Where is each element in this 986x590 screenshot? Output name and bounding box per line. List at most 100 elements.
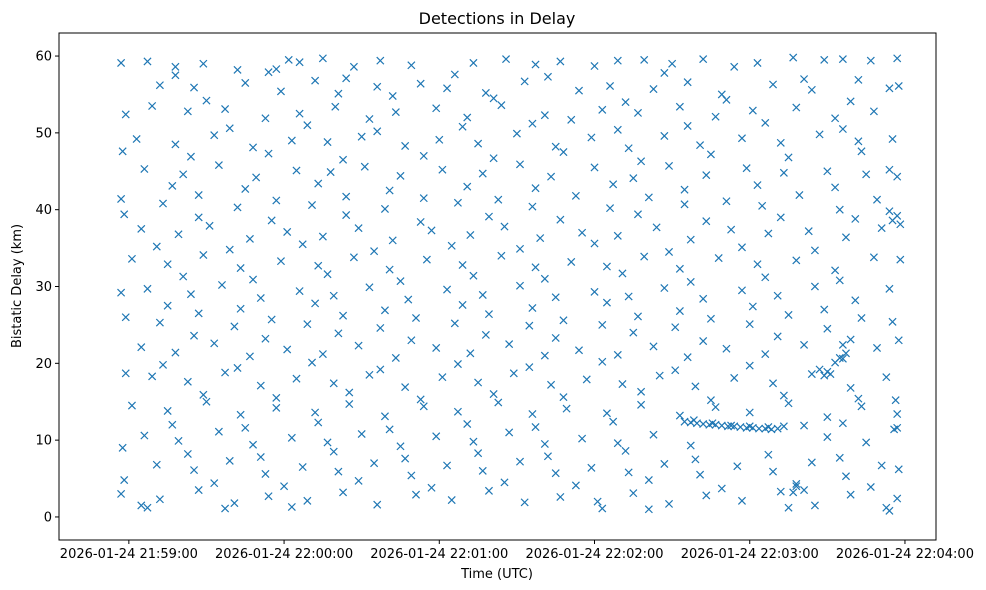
data-point	[800, 75, 809, 84]
data-point	[500, 478, 509, 487]
y-tick-label: 30	[35, 280, 52, 295]
data-point	[214, 427, 223, 436]
data-point	[531, 60, 540, 69]
data-point	[179, 170, 188, 179]
data-point	[649, 430, 658, 439]
data-point	[838, 55, 847, 64]
data-point	[314, 261, 323, 270]
data-point	[621, 98, 630, 107]
chart-title: Detections in Delay	[419, 9, 576, 28]
data-point	[629, 328, 638, 337]
data-point	[602, 262, 611, 271]
data-point	[730, 373, 739, 382]
data-point	[598, 504, 607, 513]
data-point	[888, 134, 897, 144]
data-point	[199, 59, 208, 68]
data-point	[396, 171, 405, 180]
data-point	[609, 180, 618, 189]
data-point	[675, 307, 684, 316]
data-point	[217, 280, 227, 289]
data-point	[675, 411, 684, 420]
data-point	[637, 157, 646, 166]
data-point	[163, 260, 172, 269]
data-point	[210, 479, 219, 488]
data-point	[342, 211, 351, 220]
data-point	[117, 288, 126, 297]
data-point	[261, 469, 270, 478]
data-point	[683, 353, 692, 362]
data-point	[613, 125, 622, 134]
data-point	[186, 152, 195, 161]
data-point	[303, 320, 312, 329]
data-point	[194, 486, 203, 495]
data-point	[249, 275, 258, 284]
data-point	[602, 409, 611, 418]
data-point	[127, 401, 136, 410]
data-point	[432, 343, 441, 352]
data-point	[795, 191, 804, 200]
data-point	[267, 315, 276, 324]
data-point	[696, 141, 705, 150]
data-point	[574, 86, 584, 95]
data-point	[807, 370, 816, 379]
data-point	[598, 357, 607, 366]
data-point	[888, 317, 897, 326]
data-point	[606, 204, 615, 213]
data-point	[264, 68, 273, 77]
data-point	[784, 153, 793, 162]
data-point	[733, 462, 742, 471]
data-point	[851, 296, 860, 305]
data-point	[427, 226, 436, 235]
data-point	[823, 167, 832, 176]
y-axis-ticks: 0 10 20 30 40 50 60	[35, 50, 59, 525]
data-point	[183, 107, 192, 116]
data-point	[727, 225, 736, 234]
data-point	[117, 194, 126, 203]
data-point	[411, 313, 421, 323]
data-point	[401, 383, 410, 392]
data-point	[210, 339, 219, 348]
data-point	[117, 489, 126, 498]
data-point	[489, 390, 498, 399]
data-points	[117, 53, 905, 515]
data-point	[365, 370, 374, 379]
data-point	[385, 425, 394, 434]
data-point	[225, 456, 234, 465]
data-point	[354, 341, 363, 350]
data-point	[590, 239, 599, 248]
data-point	[183, 449, 192, 458]
data-point	[515, 160, 525, 169]
data-point	[644, 505, 653, 514]
data-point	[714, 254, 723, 263]
data-point	[391, 353, 400, 362]
data-point	[699, 337, 708, 346]
data-point	[846, 335, 855, 344]
data-point	[857, 147, 866, 156]
data-point	[171, 140, 180, 149]
data-point	[339, 155, 348, 164]
data-point	[800, 421, 809, 430]
y-tick-label: 10	[35, 434, 52, 449]
data-point	[551, 142, 560, 151]
data-point	[838, 124, 847, 134]
data-point	[590, 163, 599, 172]
data-point	[407, 61, 416, 70]
data-point	[183, 377, 192, 386]
data-point	[505, 340, 514, 349]
data-point	[587, 463, 596, 472]
data-point	[469, 437, 478, 446]
data-point	[846, 383, 855, 392]
data-point	[401, 454, 410, 463]
data-point	[261, 334, 270, 343]
data-point	[633, 210, 642, 219]
data-point	[649, 85, 658, 94]
data-point	[137, 224, 146, 233]
data-point	[768, 379, 778, 388]
data-point	[474, 378, 483, 387]
data-point	[287, 502, 296, 511]
data-point	[857, 313, 866, 323]
data-point	[132, 134, 141, 144]
data-point	[761, 273, 770, 282]
data-point	[831, 114, 840, 123]
data-point	[835, 205, 844, 214]
